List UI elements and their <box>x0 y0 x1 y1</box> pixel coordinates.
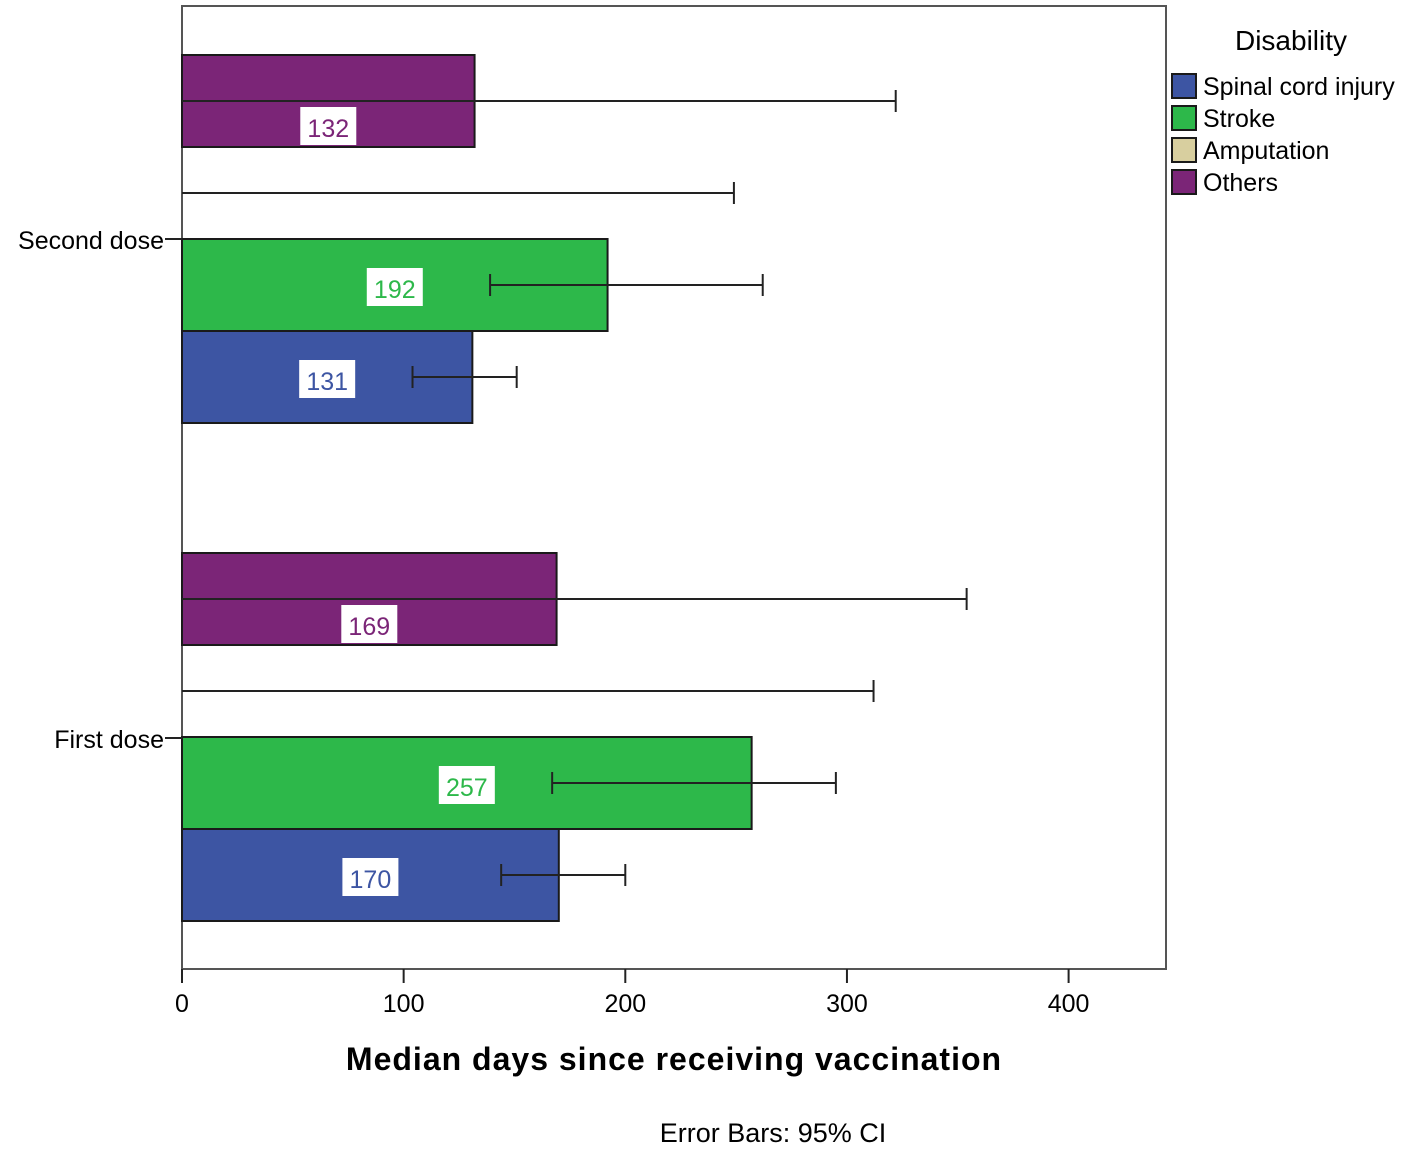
error-bar <box>500 864 627 886</box>
data-label: 132 <box>300 107 357 145</box>
error-bar <box>411 366 518 388</box>
svg-text:192: 192 <box>374 276 416 304</box>
data-label: 169 <box>341 605 398 643</box>
x-axis-title: Median days since receiving vaccination <box>346 1041 1002 1077</box>
error-bar <box>182 182 735 204</box>
error-bar <box>182 90 897 112</box>
legend-label: Stroke <box>1203 105 1275 133</box>
error-bar <box>182 588 968 610</box>
legend-swatch <box>1171 169 1197 195</box>
legend-label: Amputation <box>1203 137 1329 165</box>
x-tick-label: 200 <box>604 990 646 1018</box>
legend-entry: Spinal cord injury <box>1171 73 1395 101</box>
legend-swatch <box>1171 73 1197 99</box>
svg-text:170: 170 <box>350 866 392 894</box>
legend-entry: Amputation <box>1171 137 1329 165</box>
data-label: 131 <box>299 360 356 398</box>
data-label: 192 <box>366 268 423 306</box>
x-tick-label: 100 <box>383 990 425 1018</box>
legend-label: Others <box>1203 169 1278 197</box>
legend-label: Spinal cord injury <box>1203 73 1395 101</box>
x-tick-label: 0 <box>175 990 189 1018</box>
legend-swatch <box>1171 137 1197 163</box>
svg-text:131: 131 <box>306 368 348 396</box>
error-bar <box>182 680 875 702</box>
data-label: 257 <box>438 766 495 804</box>
error-bar <box>489 274 764 296</box>
legend-swatch <box>1171 105 1197 131</box>
x-tick-label: 400 <box>1048 990 1090 1018</box>
svg-text:132: 132 <box>307 115 349 143</box>
legend-title: Disability <box>1235 25 1347 56</box>
x-tick-label: 300 <box>826 990 868 1018</box>
y-tick-label: Second dose <box>18 227 164 255</box>
error-bar <box>551 772 837 794</box>
legend-entry: Stroke <box>1171 105 1275 133</box>
svg-text:169: 169 <box>348 613 390 641</box>
legend-entry: Others <box>1171 169 1278 197</box>
svg-text:257: 257 <box>446 774 488 802</box>
y-tick-label: First dose <box>54 726 164 754</box>
data-label: 170 <box>342 858 399 896</box>
error-bars-footnote: Error Bars: 95% CI <box>660 1118 887 1148</box>
